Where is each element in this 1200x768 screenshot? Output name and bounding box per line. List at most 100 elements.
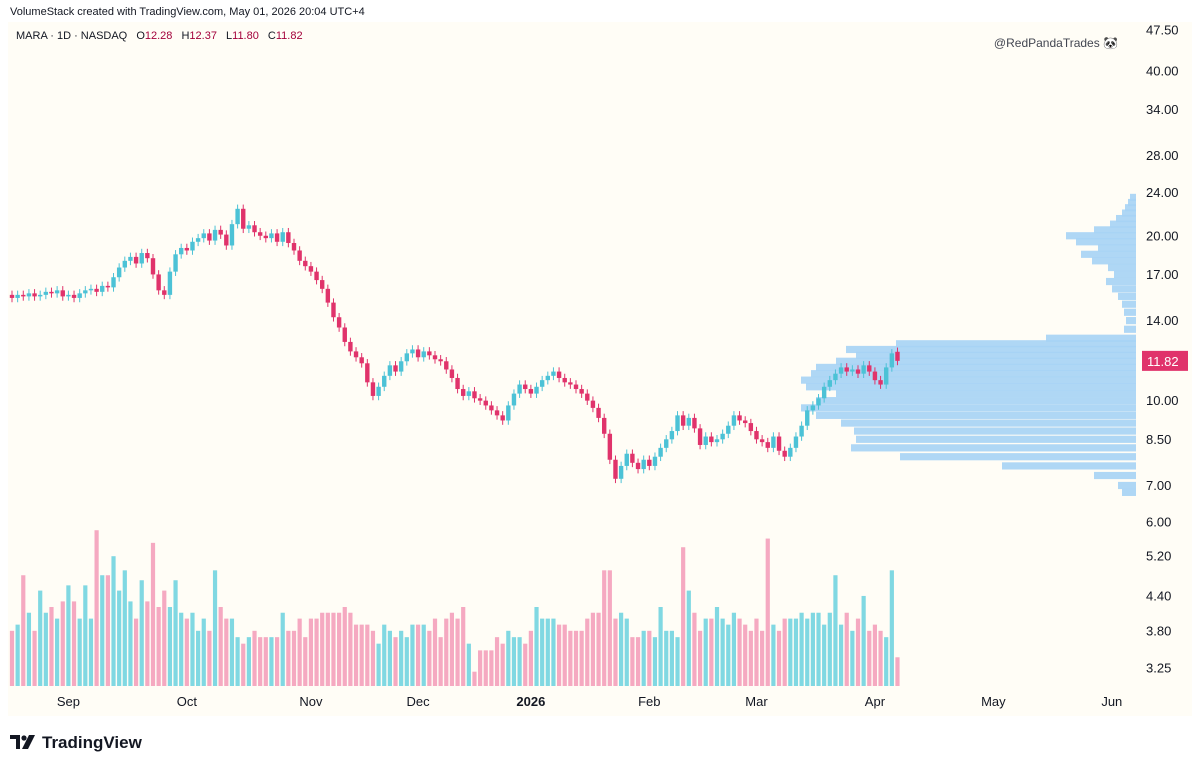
candle-body	[190, 241, 195, 251]
volume-bar	[624, 618, 629, 686]
chart-panel[interactable]: 47.50 40.00 34.00 28.00 24.00 20.00 17.00 14.00…	[8, 22, 1192, 716]
volume-bar	[714, 607, 720, 686]
volume-bar	[77, 618, 82, 686]
volume-bar	[494, 637, 500, 686]
volume-bar	[111, 556, 116, 686]
candle-body	[83, 290, 88, 294]
volume-bar	[269, 637, 274, 686]
volume-bar	[55, 618, 60, 686]
candle-body	[635, 462, 641, 470]
candle-body	[21, 294, 26, 297]
candle-body	[805, 410, 810, 426]
volume-bar	[26, 612, 32, 686]
time-tick-label: May	[981, 694, 1006, 709]
candle-body	[235, 208, 240, 225]
volume-bar	[793, 618, 799, 686]
volume-bar	[342, 607, 347, 686]
candle-body	[489, 405, 494, 411]
candle-body	[884, 367, 889, 385]
profile-bar	[816, 397, 1136, 405]
volume-bar	[652, 637, 658, 686]
volume-bar	[585, 618, 590, 686]
candle-body	[816, 398, 821, 406]
time-axis[interactable]: Sep Oct Nov Dec 2026 Feb Mar Apr May Jun	[57, 694, 1122, 709]
candle-body	[308, 266, 314, 272]
candle-body	[32, 293, 37, 297]
volume-bar	[173, 580, 178, 686]
candle-body	[618, 465, 624, 479]
candle-body	[173, 254, 178, 272]
volume-bar	[528, 630, 533, 686]
volume-bar	[60, 601, 65, 686]
profile-bar	[1002, 462, 1136, 470]
volume-bar	[139, 580, 144, 686]
candle-body	[737, 415, 742, 421]
profile-bar	[1092, 257, 1136, 265]
time-tick-label: Feb	[638, 694, 660, 709]
volume-bar	[613, 618, 618, 686]
profile-bar	[1094, 471, 1136, 480]
volume-bar	[551, 618, 556, 686]
candle-body	[184, 247, 190, 251]
volume-bar	[867, 630, 872, 686]
volume-bar	[184, 618, 189, 686]
profile-bar	[1125, 204, 1136, 212]
volume-bar	[71, 601, 77, 686]
volume-bar	[94, 530, 99, 686]
candle-body	[861, 365, 866, 374]
volume-bars	[9, 530, 900, 686]
candle-body	[376, 386, 381, 396]
candle-body	[9, 294, 15, 298]
candle-body	[325, 288, 331, 303]
profile-bar	[1128, 198, 1136, 207]
volume-bar	[681, 547, 686, 686]
volume-bar	[331, 612, 336, 686]
candle-body	[528, 389, 534, 394]
volume-bar	[838, 624, 844, 686]
volume-bar	[274, 637, 280, 686]
profile-bar	[856, 435, 1136, 443]
volume-profile	[801, 193, 1136, 496]
candle-body	[472, 391, 477, 399]
volume-bar	[105, 575, 110, 686]
chart-canvas[interactable]: 47.50 40.00 34.00 28.00 24.00 20.00 17.00 14.00…	[8, 22, 1192, 716]
candle-body	[263, 235, 268, 239]
volume-bar	[500, 643, 505, 686]
price-axis[interactable]: 47.50 40.00 34.00 28.00 24.00 20.00 17.00 14.00…	[1142, 23, 1188, 676]
volume-bar	[726, 624, 731, 686]
volume-bar	[387, 630, 392, 686]
volume-bar	[122, 570, 127, 686]
candle-body	[455, 377, 460, 390]
volume-bar	[833, 575, 838, 686]
time-tick-label: Jun	[1101, 694, 1122, 709]
price-tick-label: 20.00	[1146, 228, 1179, 243]
candle-body	[162, 290, 167, 295]
candle-body	[195, 238, 201, 242]
volume-bar	[15, 624, 20, 686]
tradingview-logo[interactable]: TradingView	[10, 733, 142, 753]
volume-bar	[190, 612, 195, 686]
volume-bar	[799, 612, 804, 686]
candle-body	[494, 410, 500, 416]
candle-body	[754, 431, 759, 440]
volume-bar	[692, 612, 697, 686]
candle-body	[810, 405, 816, 411]
price-tick-label: 34.00	[1146, 102, 1179, 117]
volume-bar	[754, 618, 759, 686]
candle-body	[88, 288, 94, 291]
candle-body	[461, 389, 466, 396]
volume-bar	[252, 630, 257, 686]
price-tick-label: 8.50	[1146, 432, 1171, 447]
volume-bar	[511, 637, 517, 686]
author-watermark: @RedPandaTrades 🐼	[993, 36, 1118, 50]
close-value: 11.82	[275, 30, 303, 42]
last-price-label: 11.82	[1147, 354, 1179, 369]
candle-body	[241, 208, 246, 229]
candle-body	[697, 428, 703, 445]
candle-body	[156, 274, 161, 291]
candle-body	[116, 267, 122, 278]
volume-bar	[720, 618, 725, 686]
candle-body	[415, 349, 421, 358]
last-price-badge	[1142, 350, 1188, 371]
candle-body	[393, 365, 398, 372]
